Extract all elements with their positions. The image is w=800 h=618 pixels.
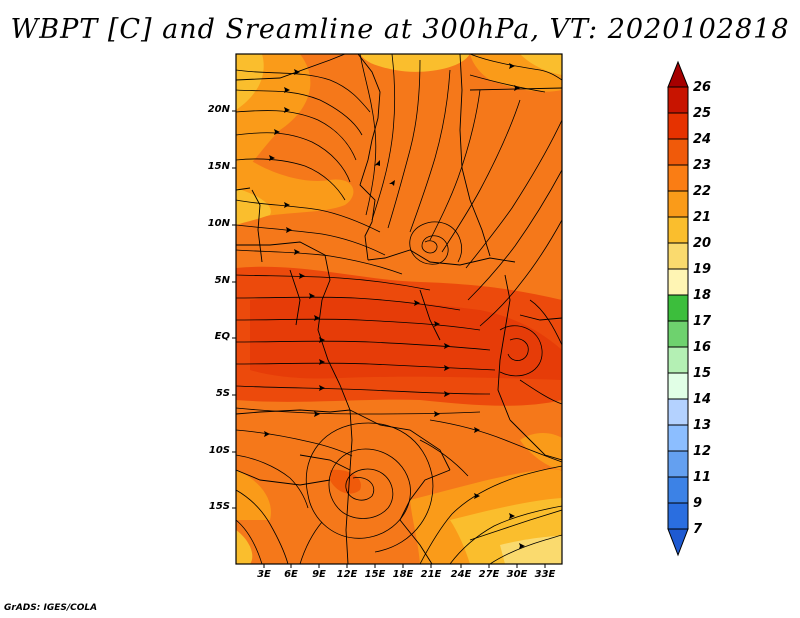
lon-label: 27E xyxy=(478,569,500,580)
colorbar-swatch xyxy=(667,424,689,452)
lon-label: 15E xyxy=(364,569,386,580)
colorbar-swatch xyxy=(667,502,689,530)
colorbar-label: 19 xyxy=(693,262,712,277)
colorbar-swatch xyxy=(667,294,689,322)
colorbar-swatch xyxy=(667,242,689,270)
lon-label: 18E xyxy=(392,569,414,580)
lon-label: 3E xyxy=(257,569,271,580)
lon-label: 9E xyxy=(312,569,326,580)
map-frame xyxy=(235,53,563,565)
colorbar-swatch xyxy=(667,320,689,348)
lat-label: 15N xyxy=(207,161,230,172)
lat-label: 5S xyxy=(215,388,230,399)
colorbar-label: 21 xyxy=(693,210,712,225)
colorbar-label: 9 xyxy=(693,496,703,511)
axis-ticks xyxy=(232,110,546,568)
colorbar-swatch xyxy=(667,86,689,114)
lat-label: 20N xyxy=(207,104,230,115)
colorbar-label: 23 xyxy=(693,158,712,173)
colorbar-swatch xyxy=(667,112,689,140)
map-field xyxy=(236,54,562,564)
country-borders xyxy=(236,54,562,564)
colorbar-swatch xyxy=(667,190,689,218)
colorbar-label: 7 xyxy=(693,522,703,537)
colorbar-swatch xyxy=(667,372,689,400)
lon-label: 12E xyxy=(336,569,358,580)
lat-label: 10S xyxy=(208,445,230,456)
colorbar-label: 24 xyxy=(693,132,712,147)
colorbar-swatch xyxy=(667,216,689,244)
colorbar-swatch xyxy=(667,476,689,504)
colorbar-arrow-top xyxy=(667,60,689,88)
colorbar-label: 16 xyxy=(693,340,712,355)
lon-label: 6E xyxy=(284,569,298,580)
lat-label: 5N xyxy=(214,275,230,286)
lon-label: 24E xyxy=(450,569,472,580)
footer-credit: GrADS: IGES/COLA xyxy=(4,603,98,613)
lat-label: 10N xyxy=(207,218,230,229)
colorbar-label: 26 xyxy=(693,80,712,95)
lon-label: 33E xyxy=(534,569,556,580)
colorbar-label: 18 xyxy=(693,288,712,303)
lat-label: 15S xyxy=(208,501,230,512)
colorbar-label: 11 xyxy=(693,470,712,485)
colorbar-label: 25 xyxy=(693,106,712,121)
colorbar xyxy=(667,60,689,557)
lon-label: 21E xyxy=(420,569,442,580)
colorbar-label: 12 xyxy=(693,444,712,459)
lat-label: EQ xyxy=(214,331,230,342)
colorbar-swatch xyxy=(667,138,689,166)
colorbar-label: 15 xyxy=(693,366,712,381)
colorbar-swatch xyxy=(667,398,689,426)
colorbar-swatch xyxy=(667,450,689,478)
streamline-arrowheads xyxy=(264,63,525,549)
figure-title: WBPT [C] and Sreamline at 300hPa, VT: 20… xyxy=(10,14,790,45)
colorbar-swatch xyxy=(667,346,689,374)
colorbar-swatch xyxy=(667,164,689,192)
colorbar-arrow-bottom xyxy=(667,528,689,557)
colorbar-label: 14 xyxy=(693,392,712,407)
colorbar-label: 17 xyxy=(693,314,712,329)
colorbar-label: 22 xyxy=(693,184,712,199)
lon-label: 30E xyxy=(506,569,528,580)
colorbar-label: 13 xyxy=(693,418,712,433)
colorbar-swatch xyxy=(667,268,689,296)
colorbar-label: 20 xyxy=(693,236,712,251)
